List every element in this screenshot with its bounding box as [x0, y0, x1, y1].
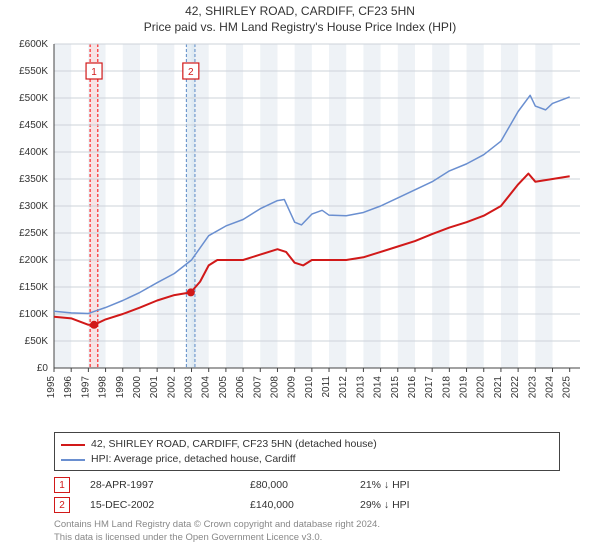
- svg-text:1998: 1998: [98, 376, 109, 399]
- svg-text:2005: 2005: [218, 376, 229, 399]
- svg-text:£150K: £150K: [19, 282, 48, 293]
- title-block: 42, SHIRLEY ROAD, CARDIFF, CF23 5HN Pric…: [0, 0, 600, 36]
- chart-container: £0 £50K £100K £150K £200K £250K £300K £350K £400…: [0, 36, 600, 426]
- svg-text:2019: 2019: [459, 376, 470, 399]
- svg-text:2010: 2010: [304, 376, 315, 399]
- svg-text:2006: 2006: [235, 376, 246, 399]
- legend-box: 42, SHIRLEY ROAD, CARDIFF, CF23 5HN (det…: [54, 432, 560, 471]
- svg-text:£450K: £450K: [19, 120, 48, 131]
- svg-text:2: 2: [188, 67, 194, 78]
- svg-text:2002: 2002: [166, 376, 177, 399]
- svg-text:2008: 2008: [269, 376, 280, 399]
- svg-text:£550K: £550K: [19, 66, 48, 77]
- legend-label: HPI: Average price, detached house, Card…: [91, 452, 296, 467]
- svg-text:£400K: £400K: [19, 147, 48, 158]
- svg-text:£100K: £100K: [19, 309, 48, 320]
- svg-text:2004: 2004: [201, 376, 212, 399]
- annotation-date: 28-APR-1997: [90, 479, 230, 491]
- legend-label: 42, SHIRLEY ROAD, CARDIFF, CF23 5HN (det…: [91, 437, 377, 452]
- svg-text:£50K: £50K: [25, 336, 49, 347]
- footer-line1: Contains HM Land Registry data © Crown c…: [54, 519, 560, 531]
- legend-swatch: [61, 444, 85, 446]
- svg-text:2012: 2012: [338, 376, 349, 399]
- annotation-number: 2: [54, 497, 70, 513]
- svg-text:2016: 2016: [407, 376, 418, 399]
- annotation-rows: 1 28-APR-1997 £80,000 21% ↓ HPI 2 15-DEC-2002…: [54, 475, 560, 515]
- svg-text:2003: 2003: [184, 376, 195, 399]
- price-chart: £0 £50K £100K £150K £200K £250K £300K £350K £400…: [0, 36, 600, 426]
- legend-swatch: [61, 459, 85, 461]
- svg-text:1: 1: [91, 67, 97, 78]
- svg-text:£500K: £500K: [19, 93, 48, 104]
- svg-text:2023: 2023: [527, 376, 538, 399]
- svg-text:2011: 2011: [321, 376, 332, 398]
- svg-text:2025: 2025: [562, 376, 573, 399]
- svg-text:2013: 2013: [355, 376, 366, 399]
- svg-text:1997: 1997: [80, 376, 91, 399]
- annotation-price: £80,000: [250, 479, 340, 491]
- svg-text:1995: 1995: [46, 376, 57, 399]
- annotation-row: 1 28-APR-1997 £80,000 21% ↓ HPI: [54, 475, 560, 495]
- annotation-price: £140,000: [250, 499, 340, 511]
- title-main: 42, SHIRLEY ROAD, CARDIFF, CF23 5HN: [0, 4, 600, 18]
- annotation-row: 2 15-DEC-2002 £140,000 29% ↓ HPI: [54, 495, 560, 515]
- svg-text:2015: 2015: [390, 376, 401, 399]
- footer-attribution: Contains HM Land Registry data © Crown c…: [54, 519, 560, 544]
- svg-text:£250K: £250K: [19, 228, 48, 239]
- annotation-pct: 21% ↓ HPI: [360, 479, 450, 491]
- svg-text:£300K: £300K: [19, 201, 48, 212]
- svg-text:2007: 2007: [252, 376, 263, 399]
- svg-text:1999: 1999: [115, 376, 126, 399]
- svg-text:2024: 2024: [544, 376, 555, 399]
- svg-text:2014: 2014: [373, 376, 384, 399]
- svg-text:2018: 2018: [441, 376, 452, 399]
- svg-text:2001: 2001: [149, 376, 160, 399]
- annotation-date: 15-DEC-2002: [90, 499, 230, 511]
- annotation-pct: 29% ↓ HPI: [360, 499, 450, 511]
- svg-text:2022: 2022: [510, 376, 521, 399]
- svg-text:£600K: £600K: [19, 39, 48, 50]
- svg-text:£350K: £350K: [19, 174, 48, 185]
- svg-text:2020: 2020: [476, 376, 487, 399]
- svg-text:2021: 2021: [493, 376, 504, 399]
- title-sub: Price paid vs. HM Land Registry's House …: [0, 20, 600, 34]
- legend-item: HPI: Average price, detached house, Card…: [61, 452, 553, 467]
- svg-text:2000: 2000: [132, 376, 143, 399]
- svg-text:£200K: £200K: [19, 255, 48, 266]
- svg-text:2017: 2017: [424, 376, 435, 399]
- svg-text:1996: 1996: [63, 376, 74, 399]
- footer-line2: This data is licensed under the Open Gov…: [54, 532, 560, 544]
- svg-text:2009: 2009: [287, 376, 298, 399]
- svg-text:£0: £0: [37, 363, 49, 374]
- annotation-number: 1: [54, 477, 70, 493]
- legend-item: 42, SHIRLEY ROAD, CARDIFF, CF23 5HN (det…: [61, 437, 553, 452]
